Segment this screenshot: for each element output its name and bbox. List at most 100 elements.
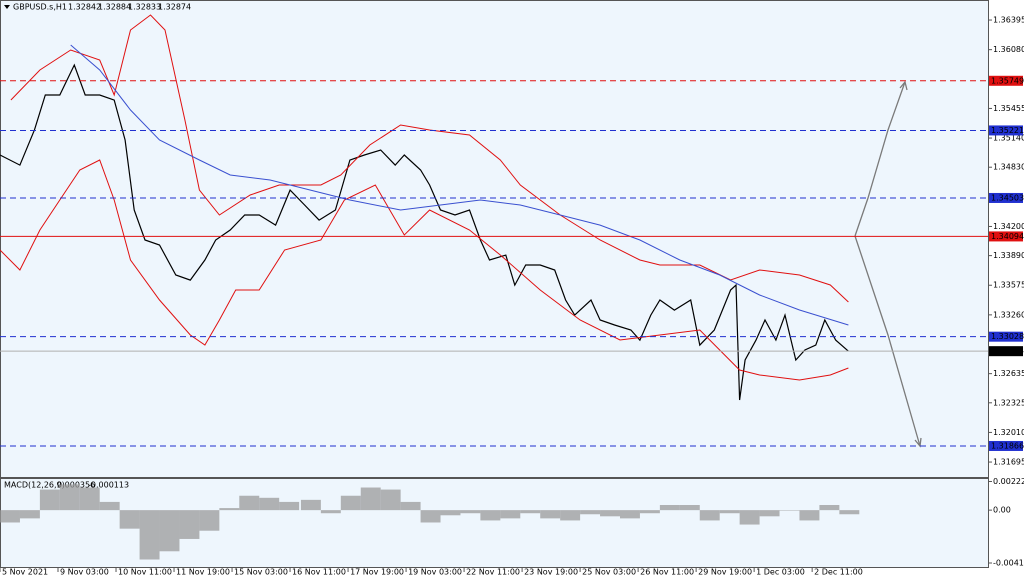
level-label-box	[989, 125, 1023, 136]
level-label-box	[989, 440, 1023, 451]
ohlc-high: 1.32884	[98, 3, 131, 12]
macd-bar	[139, 510, 160, 560]
y-tick-label: 1.34830	[993, 163, 1024, 172]
y-tick-label: 1.34200	[993, 222, 1024, 231]
macd-bar	[199, 510, 220, 531]
y-tick-label: 1.31695	[993, 458, 1024, 467]
macd-bar	[580, 510, 601, 515]
x-tick-label: 10 Nov 11:00	[118, 568, 172, 577]
level-label-box	[989, 231, 1023, 242]
indicator-line	[0, 159, 849, 381]
macd-bar	[799, 510, 820, 521]
y-tick-label: 0.00	[993, 506, 1011, 515]
macd-bar	[119, 510, 140, 529]
macd-bar	[739, 510, 760, 525]
arrowhead	[899, 80, 908, 91]
y-tick-label: 1.36080	[993, 45, 1024, 54]
x-tick-label: 29 Nov 19:00	[698, 568, 752, 577]
level-label: 1.35221	[991, 126, 1024, 135]
macd-bar	[759, 510, 780, 517]
macd-bar	[340, 495, 361, 511]
macd-bar	[99, 501, 120, 511]
macd-bar	[719, 510, 740, 514]
price-line	[0, 63, 849, 401]
last-price-box	[989, 346, 1023, 357]
macd-bar	[819, 505, 840, 511]
macd-bar	[59, 484, 80, 511]
macd-bar	[699, 510, 720, 521]
level-label-box	[989, 75, 1023, 86]
macd-bar	[79, 487, 100, 511]
macd-bar	[440, 510, 461, 516]
x-tick-label: 17 Nov 19:00	[350, 568, 404, 577]
x-tick-label: 22 Nov 11:00	[466, 568, 520, 577]
x-tick-label: 11 Nov 19:00	[176, 568, 230, 577]
ohlc-close: 1.32874	[158, 3, 191, 12]
y-tick-label: 1.32325	[993, 398, 1024, 407]
y-tick-label: 1.36395	[993, 16, 1024, 25]
x-tick-label: 23 Nov 19:00	[524, 568, 578, 577]
x-tick-label: 5 Nov 2021	[2, 568, 48, 577]
level-label-box	[989, 192, 1023, 203]
ohlc-low: 1.32833	[128, 3, 161, 12]
level-label: 1.34094	[991, 232, 1024, 241]
macd-bar	[420, 510, 441, 523]
macd-bar	[279, 501, 300, 511]
x-tick-label: 19 Nov 03:00	[408, 568, 462, 577]
macd-bar	[600, 510, 620, 517]
indicator-line	[70, 44, 849, 326]
indicator-line	[10, 14, 849, 303]
level-label: 1.33028	[991, 332, 1024, 341]
macd-bar	[659, 505, 680, 511]
y-tick-label: 1.32010	[993, 428, 1024, 437]
menu-triangle[interactable]	[4, 5, 10, 9]
macd-bar	[300, 499, 321, 511]
macd-bar	[480, 510, 501, 521]
arrow-down	[854, 235, 921, 447]
level-label: 1.35749	[991, 76, 1024, 85]
macd-bar	[560, 510, 581, 521]
macd-bar	[179, 510, 200, 539]
macd-bar	[39, 489, 60, 511]
macd-bar	[400, 501, 421, 511]
price-panel	[0, 0, 989, 478]
level-label-box	[989, 331, 1023, 342]
macd-bar	[259, 497, 280, 511]
x-tick-label: 2 Dec 11:00	[814, 568, 863, 577]
x-tick-label: 15 Nov 03:00	[234, 568, 288, 577]
macd-bar	[239, 495, 260, 511]
macd-bar	[0, 510, 20, 523]
macd-bar	[779, 510, 800, 511]
ohlc-open: 1.32842	[68, 3, 101, 12]
x-tick-label: 26 Nov 11:00	[640, 568, 694, 577]
y-tick-label: 1.35455	[993, 104, 1024, 113]
macd-bar	[360, 487, 381, 511]
macd-bar	[219, 508, 240, 511]
macd-bar	[619, 510, 640, 519]
macd-bar	[380, 489, 401, 511]
y-tick-label: 1.33890	[993, 251, 1024, 260]
x-tick-label: 1 Dec 03:00	[756, 568, 805, 577]
x-tick-label: 25 Nov 03:00	[582, 568, 636, 577]
y-tick-label: 0.002229	[993, 477, 1024, 486]
x-tick-label: 16 Nov 11:00	[292, 568, 346, 577]
macd-bar	[540, 510, 561, 519]
arrow-up	[854, 81, 906, 237]
y-tick-label: 1.35140	[993, 134, 1024, 143]
macd-title: MACD(12,26,9)	[4, 481, 65, 490]
macd-bar	[500, 510, 521, 519]
macd-bar	[320, 510, 341, 514]
macd-bar	[19, 510, 40, 519]
y-tick-label: 1.33260	[993, 310, 1024, 319]
symbol-title: GBPUSD.s,H1	[13, 3, 67, 12]
level-label: 1.34503	[991, 193, 1024, 202]
macd-bar	[839, 510, 860, 515]
macd-bar	[639, 510, 660, 514]
level-label: 1.31866	[991, 441, 1024, 450]
y-tick-label: 1.33575	[993, 281, 1024, 290]
macd-bar	[460, 510, 481, 514]
macd-bar	[679, 505, 700, 511]
y-tick-label: 1.32635	[993, 369, 1024, 378]
macd-bar	[520, 510, 541, 514]
